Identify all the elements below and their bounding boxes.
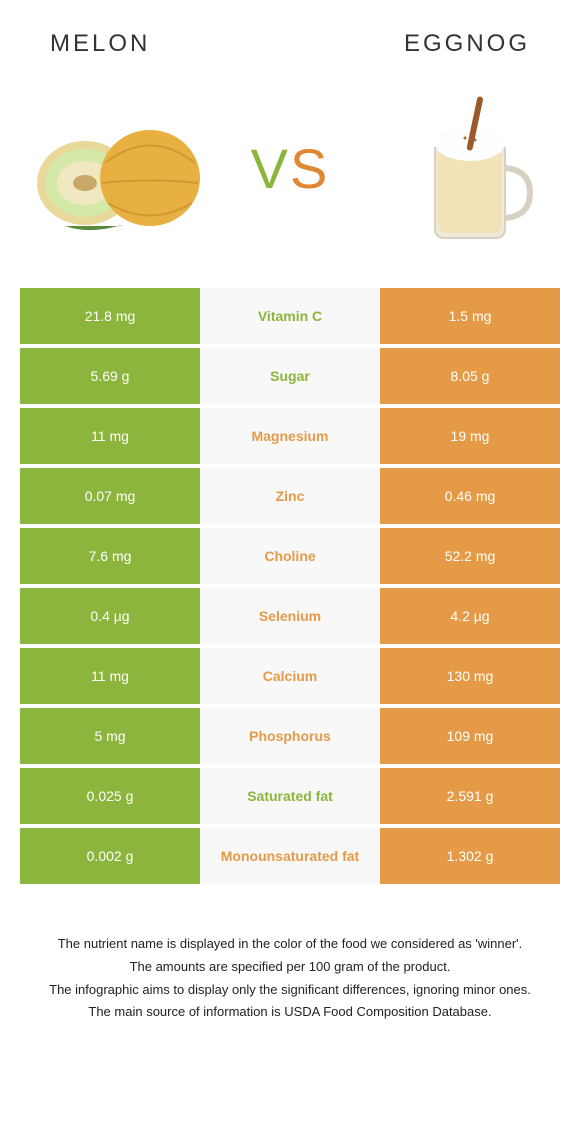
right-value: 52.2 mg bbox=[380, 528, 560, 584]
right-value: 0.46 mg bbox=[380, 468, 560, 524]
left-food-title: MELON bbox=[50, 30, 150, 58]
table-row: 0.4 µgSelenium4.2 µg bbox=[20, 588, 560, 644]
table-row: 11 mgMagnesium19 mg bbox=[20, 408, 560, 464]
left-value: 0.07 mg bbox=[20, 468, 200, 524]
footer-line-3: The infographic aims to display only the… bbox=[30, 980, 550, 1001]
nutrient-label: Calcium bbox=[200, 648, 380, 704]
right-value: 2.591 g bbox=[380, 768, 560, 824]
nutrient-label: Saturated fat bbox=[200, 768, 380, 824]
table-row: 21.8 mgVitamin C1.5 mg bbox=[20, 288, 560, 344]
footer-line-4: The main source of information is USDA F… bbox=[30, 1002, 550, 1023]
infographic-container: MELON EGGNOG VS bbox=[0, 0, 580, 1045]
table-row: 7.6 mgCholine52.2 mg bbox=[20, 528, 560, 584]
right-value: 1.302 g bbox=[380, 828, 560, 884]
left-value: 11 mg bbox=[20, 648, 200, 704]
left-value: 0.4 µg bbox=[20, 588, 200, 644]
right-value: 130 mg bbox=[380, 648, 560, 704]
left-value: 11 mg bbox=[20, 408, 200, 464]
table-row: 5 mgPhosphorus109 mg bbox=[20, 708, 560, 764]
left-value: 5.69 g bbox=[20, 348, 200, 404]
table-row: 0.025 gSaturated fat2.591 g bbox=[20, 768, 560, 824]
table-row: 11 mgCalcium130 mg bbox=[20, 648, 560, 704]
nutrient-label: Zinc bbox=[200, 468, 380, 524]
left-value: 0.025 g bbox=[20, 768, 200, 824]
left-value: 7.6 mg bbox=[20, 528, 200, 584]
right-value: 109 mg bbox=[380, 708, 560, 764]
vs-label: VS bbox=[251, 136, 330, 201]
table-row: 5.69 gSugar8.05 g bbox=[20, 348, 560, 404]
nutrient-label: Monounsaturated fat bbox=[200, 828, 380, 884]
footer-line-2: The amounts are specified per 100 gram o… bbox=[30, 957, 550, 978]
table-row: 0.07 mgZinc0.46 mg bbox=[20, 468, 560, 524]
food-images-row: VS bbox=[20, 78, 560, 258]
table-row: 0.002 gMonounsaturated fat1.302 g bbox=[20, 828, 560, 884]
footer-line-1: The nutrient name is displayed in the co… bbox=[30, 934, 550, 955]
eggnog-image bbox=[370, 88, 550, 248]
vs-v: V bbox=[251, 137, 290, 200]
left-value: 5 mg bbox=[20, 708, 200, 764]
footer-notes: The nutrient name is displayed in the co… bbox=[20, 934, 560, 1023]
nutrient-table: 21.8 mgVitamin C1.5 mg5.69 gSugar8.05 g1… bbox=[20, 288, 560, 884]
right-value: 1.5 mg bbox=[380, 288, 560, 344]
melon-image bbox=[30, 88, 210, 248]
nutrient-label: Sugar bbox=[200, 348, 380, 404]
nutrient-label: Vitamin C bbox=[200, 288, 380, 344]
left-value: 0.002 g bbox=[20, 828, 200, 884]
nutrient-label: Magnesium bbox=[200, 408, 380, 464]
right-value: 19 mg bbox=[380, 408, 560, 464]
header: MELON EGGNOG bbox=[20, 30, 560, 58]
nutrient-label: Phosphorus bbox=[200, 708, 380, 764]
vs-s: S bbox=[290, 137, 329, 200]
left-value: 21.8 mg bbox=[20, 288, 200, 344]
nutrient-label: Choline bbox=[200, 528, 380, 584]
nutrient-label: Selenium bbox=[200, 588, 380, 644]
right-value: 8.05 g bbox=[380, 348, 560, 404]
right-food-title: EGGNOG bbox=[404, 30, 530, 58]
right-value: 4.2 µg bbox=[380, 588, 560, 644]
